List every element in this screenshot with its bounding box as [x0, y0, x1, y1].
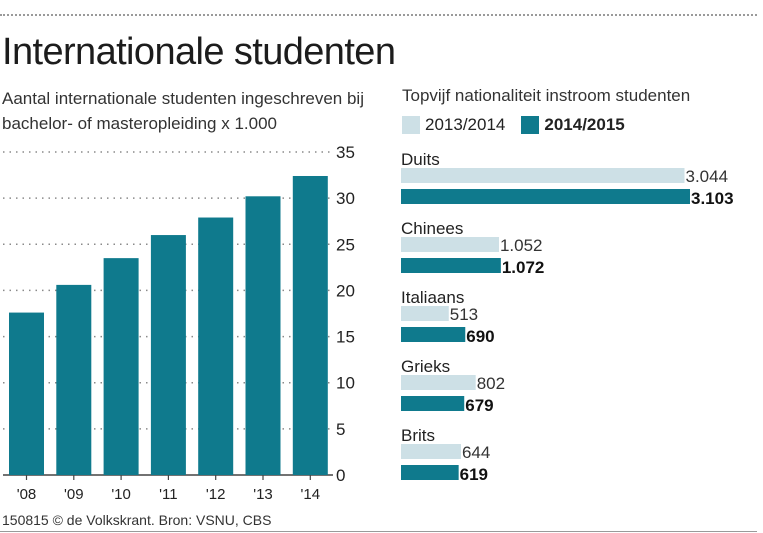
value-label-2014: 679: [465, 396, 493, 415]
y-tick-label: 30: [336, 189, 355, 208]
bar-2013: [401, 237, 499, 252]
y-tick-label: 15: [336, 328, 355, 347]
bottom-rule: [0, 531, 757, 532]
x-tick-label: '12: [206, 486, 226, 503]
bar: [292, 175, 328, 475]
value-label-2013: 644: [462, 443, 490, 462]
x-tick-label: '11: [159, 486, 177, 503]
legend-label-2014: 2014/2015: [544, 115, 625, 134]
bar-2014: [401, 189, 690, 204]
bar: [150, 235, 186, 475]
category-label: Duits: [401, 150, 440, 169]
y-tick-label: 10: [336, 374, 355, 393]
left-chart-subtitle: Aantal internationale studenten ingeschr…: [2, 89, 364, 133]
legend-item-2014: 2014/2015: [521, 115, 625, 135]
x-tick-label: '10: [111, 486, 131, 503]
bar: [56, 284, 92, 475]
y-tick-label: 0: [336, 466, 345, 485]
legend-swatch-2014: [521, 116, 540, 134]
legend-swatch-2013: [402, 116, 420, 134]
category-label: Chinees: [401, 219, 463, 238]
bar-2014: [401, 465, 459, 480]
category-label: Brits: [401, 426, 435, 445]
bar-2013: [401, 444, 461, 459]
top-dotted-rule: [0, 14, 757, 16]
page-title: Internationale studenten: [2, 31, 396, 73]
x-tick-label: '09: [64, 486, 84, 503]
x-tick-label: '14: [301, 486, 321, 503]
y-tick-label: 25: [336, 235, 355, 254]
value-label-2014: 3.103: [691, 189, 734, 208]
bar-2014: [401, 258, 501, 273]
value-label-2014: 619: [460, 465, 488, 484]
legend-label-2013: 2013/2014: [425, 115, 506, 134]
category-label: Italiaans: [401, 288, 464, 307]
bar-2014: [401, 396, 465, 411]
y-tick-label: 5: [336, 420, 345, 439]
bar: [103, 258, 139, 475]
value-label-2013: 802: [477, 374, 505, 393]
bar-2013: [401, 306, 449, 321]
y-tick-label: 20: [336, 281, 355, 300]
bar-2014: [401, 327, 466, 342]
footer-credit: 150815 © de Volkskrant. Bron: VSNU, CBS: [2, 512, 272, 528]
bar: [198, 217, 234, 475]
value-label-2013: 1.052: [500, 236, 543, 255]
legend: 2013/2014 2014/2015: [402, 114, 641, 136]
value-label-2013: 513: [450, 305, 478, 324]
x-tick-label: '08: [17, 486, 37, 503]
y-tick-label: 35: [336, 143, 355, 162]
bar-2013: [401, 168, 685, 183]
value-label-2014: 690: [466, 327, 494, 346]
value-label-2014: 1.072: [502, 258, 545, 277]
bar-2013: [401, 375, 476, 390]
bar: [9, 312, 44, 475]
value-label-2013: 3.044: [686, 167, 729, 186]
category-label: Grieks: [401, 357, 450, 376]
bar: [245, 196, 281, 475]
x-tick-label: '13: [253, 486, 273, 503]
right-chart-subtitle: Topvijf nationaliteit instroom studenten: [402, 86, 691, 105]
legend-item-2013: 2013/2014: [402, 115, 505, 135]
